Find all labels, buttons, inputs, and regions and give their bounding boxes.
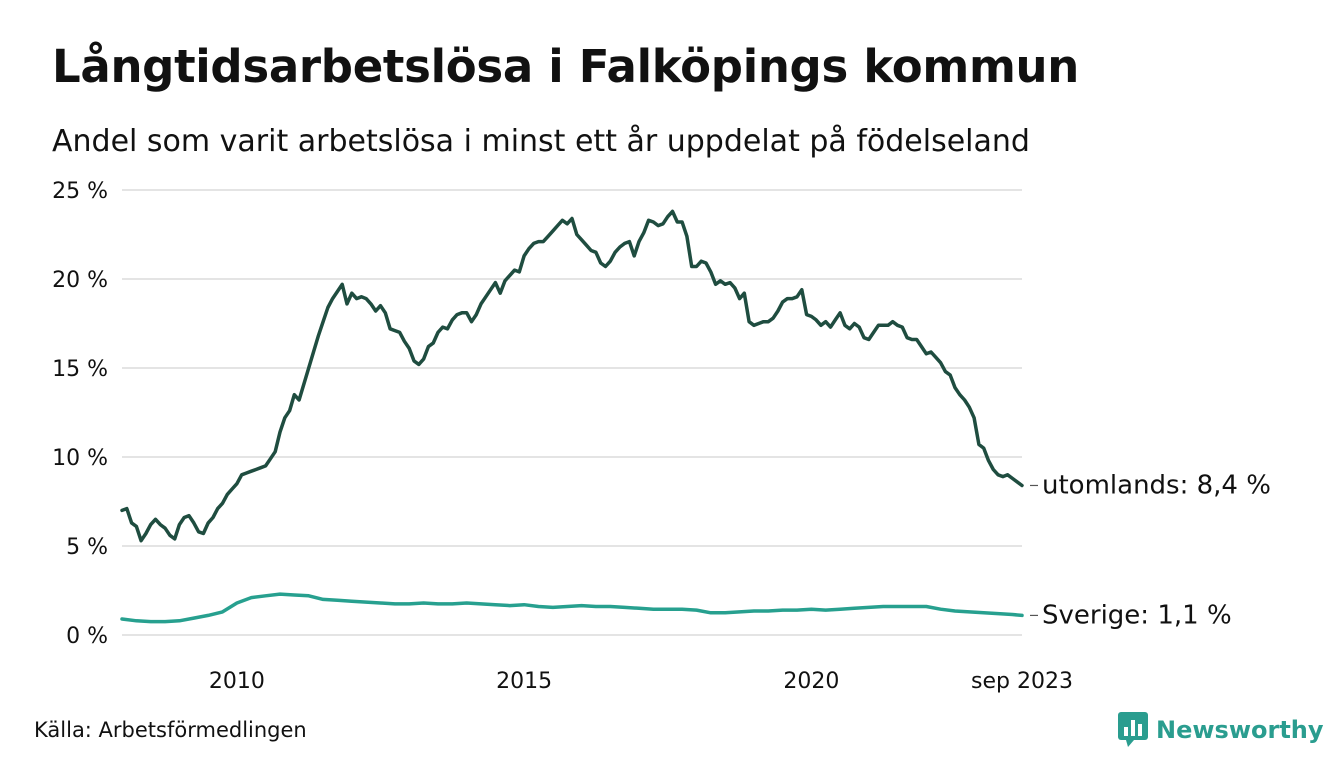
x-tick-label: 2020 — [783, 669, 839, 694]
end-label-utomlands: utomlands: 8,4 % — [1042, 470, 1271, 500]
end-label-sverige: Sverige: 1,1 % — [1042, 600, 1232, 630]
series-lines — [120, 209, 1024, 624]
brand-name: Newsworthy — [1156, 716, 1324, 744]
newsworthy-chart-icon — [1118, 712, 1148, 747]
y-tick-label: 10 % — [52, 446, 108, 471]
end-labels: utomlands: 8,4 % Sverige: 1,1 % — [1030, 470, 1271, 630]
y-tick-label: 25 % — [52, 179, 108, 204]
source-note: Källa: Arbetsförmedlingen — [34, 718, 307, 742]
x-tick-label: 2010 — [209, 669, 265, 694]
y-tick-label: 20 % — [52, 268, 108, 293]
gridlines — [122, 189, 1022, 636]
chart-title: Långtidsarbetslösa i Falköpings kommun — [52, 40, 1080, 93]
series-line-sverige — [120, 592, 1024, 624]
line-chart: 0 % 5 % 10 % 15 % 20 % 25 % 2010 2015 2020 sep 2… — [52, 179, 1271, 694]
y-tick-label: 5 % — [66, 535, 108, 560]
y-tick-label: 15 % — [52, 357, 108, 382]
x-tick-label: 2015 — [496, 669, 552, 694]
x-axis-labels: 2010 2015 2020 sep 2023 — [209, 669, 1073, 694]
y-tick-label: 0 % — [66, 624, 108, 649]
series-line-utomlands — [120, 209, 1024, 543]
chart-subtitle: Andel som varit arbetslösa i minst ett å… — [52, 124, 1030, 159]
brand-logo: Newsworthy — [1118, 712, 1324, 748]
y-axis-labels: 0 % 5 % 10 % 15 % 20 % 25 % — [52, 179, 108, 649]
x-tick-label: sep 2023 — [971, 669, 1073, 694]
